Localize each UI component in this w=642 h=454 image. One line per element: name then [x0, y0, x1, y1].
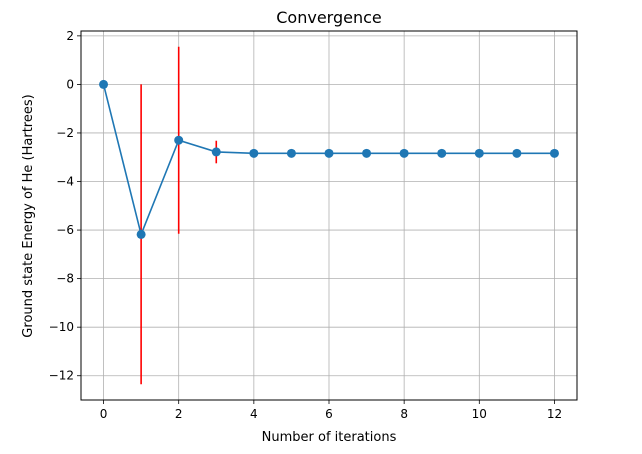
data-point: [549, 148, 559, 158]
grid-lines: [81, 31, 577, 400]
data-point: [512, 148, 522, 158]
data-point: [286, 148, 296, 158]
x-tick-label: 8: [400, 407, 408, 421]
x-tick-label: 2: [175, 407, 183, 421]
data-point: [399, 148, 409, 158]
x-tick-label: 0: [100, 407, 108, 421]
data-points: [99, 79, 559, 239]
data-point: [136, 229, 146, 239]
data-point: [474, 148, 484, 158]
x-axis-label: Number of iterations: [262, 430, 397, 445]
data-point: [324, 148, 334, 158]
y-tick-label: −4: [56, 175, 74, 189]
x-tick-label: 4: [250, 407, 258, 421]
chart-title: Convergence: [276, 8, 382, 27]
axis-ticks: 0 2 4 6 8 10 12 2 0 −2 −4 −6 −8 −10 −12: [49, 29, 562, 421]
x-tick-label: 12: [547, 407, 562, 421]
y-tick-label: 2: [66, 29, 74, 43]
data-point: [99, 79, 109, 89]
x-tick-label: 6: [325, 407, 333, 421]
data-point: [249, 148, 259, 158]
data-point: [437, 148, 447, 158]
y-axis-label: Ground state Energy of He (Hartrees): [21, 94, 36, 337]
y-tick-label: −12: [49, 369, 74, 383]
x-tick-label: 10: [472, 407, 487, 421]
y-tick-label: −10: [49, 320, 74, 334]
y-tick-label: −2: [56, 126, 74, 140]
data-point: [174, 135, 184, 145]
data-point: [362, 148, 372, 158]
y-tick-label: −8: [56, 272, 74, 286]
data-point: [211, 147, 221, 157]
y-tick-label: 0: [66, 77, 74, 91]
y-tick-label: −6: [56, 223, 74, 237]
